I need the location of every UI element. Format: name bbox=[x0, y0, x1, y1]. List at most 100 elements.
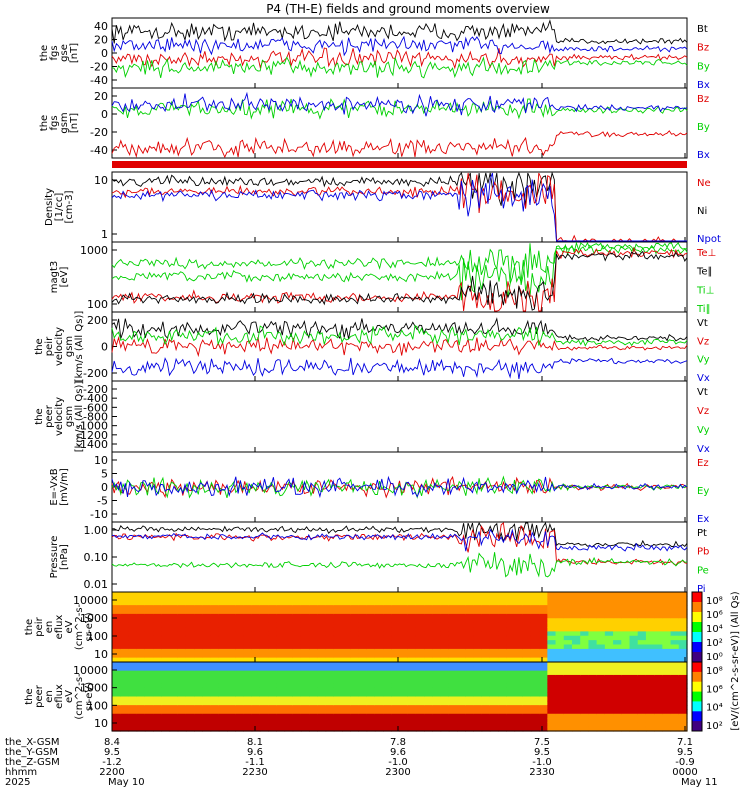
spectrogram-cell bbox=[654, 662, 663, 667]
spectrogram-cell bbox=[498, 670, 507, 676]
spectrogram-cell bbox=[637, 722, 647, 728]
spectrogram-cell bbox=[177, 635, 187, 641]
spectrogram-cell bbox=[596, 687, 606, 693]
spectrogram-cell bbox=[563, 687, 573, 693]
spectrogram-cell bbox=[374, 653, 384, 659]
spectrogram-cell bbox=[202, 605, 212, 611]
spectrogram-cell bbox=[530, 709, 540, 715]
spectrogram-cell bbox=[276, 618, 286, 624]
spectrogram-cell bbox=[678, 657, 688, 663]
spectrogram-cell bbox=[112, 709, 121, 715]
spectrogram-cell bbox=[268, 596, 277, 602]
spectrogram-cell bbox=[169, 722, 179, 728]
spectrogram-cell bbox=[588, 718, 598, 723]
spectrogram-cell bbox=[555, 674, 565, 680]
spectrogram-cell bbox=[572, 709, 581, 715]
spectrogram-cell bbox=[350, 640, 360, 646]
spectrogram-cell bbox=[670, 613, 680, 619]
spectrogram-cell bbox=[489, 705, 499, 711]
spectrogram-cell bbox=[309, 648, 318, 654]
spectrogram-cell bbox=[350, 631, 360, 637]
spectrogram-cell bbox=[243, 700, 253, 706]
spectrogram-cell bbox=[424, 600, 433, 606]
spectrogram-cell bbox=[317, 648, 327, 654]
spectrogram-cell bbox=[457, 692, 466, 698]
y-axis-label: peir bbox=[34, 616, 45, 636]
spectrogram-cell bbox=[448, 705, 458, 711]
spectrogram-cell bbox=[383, 644, 392, 650]
spectrogram-cell bbox=[514, 709, 524, 715]
spectrogram-cell bbox=[399, 640, 409, 646]
spectrogram-cell bbox=[342, 679, 351, 685]
spectrogram-cell bbox=[604, 718, 614, 723]
spectrogram-cell bbox=[448, 696, 458, 702]
spectrogram-cell bbox=[251, 627, 261, 632]
spectrogram-cell bbox=[530, 674, 540, 680]
spectrogram-cell bbox=[284, 683, 294, 689]
spectrogram-cell bbox=[448, 631, 458, 637]
spectrogram-cell bbox=[448, 609, 458, 615]
series-Vy bbox=[111, 324, 688, 347]
spectrogram-cell bbox=[185, 718, 195, 723]
spectrogram-cell bbox=[506, 644, 516, 650]
spectrogram-cell bbox=[185, 613, 195, 619]
spectrogram-cell bbox=[194, 705, 203, 711]
spectrogram-cell bbox=[251, 726, 261, 732]
spectrogram-cell bbox=[210, 613, 220, 619]
spectrogram-cell bbox=[169, 662, 179, 667]
spectrogram-cell bbox=[210, 683, 220, 689]
spectrogram-cell bbox=[185, 640, 195, 646]
spectrogram-cell bbox=[637, 605, 647, 611]
spectrogram-cell bbox=[506, 627, 516, 632]
x-axis-tick-label: -0.9 bbox=[675, 757, 695, 768]
spectrogram-cell bbox=[448, 627, 458, 632]
spectrogram-cell bbox=[112, 644, 121, 650]
spectrogram-cell bbox=[202, 709, 212, 715]
spectrogram-cell bbox=[563, 718, 573, 723]
spectrogram-cell bbox=[259, 618, 269, 624]
spectrogram-cell bbox=[391, 726, 401, 732]
spectrogram-cell bbox=[227, 653, 236, 659]
spectrogram-cell bbox=[342, 653, 351, 659]
y-axis-label: [nT] bbox=[69, 43, 80, 63]
spectrogram-cell bbox=[276, 657, 286, 663]
spectrogram-cell bbox=[440, 618, 450, 624]
spectrogram-cell bbox=[342, 713, 351, 719]
spectrogram-cell bbox=[128, 631, 138, 637]
spectrogram-cell bbox=[161, 687, 171, 693]
spectrogram-cell bbox=[144, 709, 154, 715]
spectrogram-cell bbox=[153, 674, 162, 680]
spectrogram-cell bbox=[333, 592, 343, 597]
spectrogram-cell bbox=[383, 718, 392, 723]
spectrogram-cell bbox=[580, 631, 590, 637]
spectrogram-cell bbox=[169, 683, 179, 689]
spectrogram-cell bbox=[185, 696, 195, 702]
spectrogram-cell bbox=[514, 700, 524, 706]
spectrogram-cell bbox=[136, 618, 146, 624]
spectrogram-cell bbox=[522, 705, 532, 711]
spectrogram-cell bbox=[383, 692, 392, 698]
spectrogram-cell bbox=[473, 592, 483, 597]
spectrogram-cell bbox=[202, 648, 212, 654]
spectrogram-cell bbox=[457, 640, 466, 646]
colorbar-tick: 10⁸ bbox=[706, 666, 723, 677]
spectrogram-cell bbox=[670, 609, 680, 615]
spectrogram-cell bbox=[555, 648, 565, 654]
spectrogram-cell bbox=[251, 674, 261, 680]
spectrogram-cell bbox=[473, 657, 483, 663]
spectrogram-cell bbox=[391, 640, 401, 646]
spectrogram-cell bbox=[662, 644, 672, 650]
spectrogram-cell bbox=[604, 653, 614, 659]
spectrogram-cell bbox=[555, 666, 565, 672]
spectrogram-cell bbox=[588, 640, 598, 646]
spectrogram-cell bbox=[539, 713, 548, 719]
spectrogram-cell bbox=[645, 726, 655, 732]
spectrogram-cell bbox=[383, 679, 392, 685]
spectrogram-cell bbox=[678, 726, 688, 732]
spectrogram-cell bbox=[670, 592, 680, 597]
spectrogram-cell bbox=[613, 709, 622, 715]
spectrogram-cell bbox=[629, 600, 639, 606]
y-tick-label: 100 bbox=[87, 630, 108, 643]
spectrogram-cell bbox=[120, 657, 130, 663]
spectrogram-cell bbox=[259, 613, 269, 619]
